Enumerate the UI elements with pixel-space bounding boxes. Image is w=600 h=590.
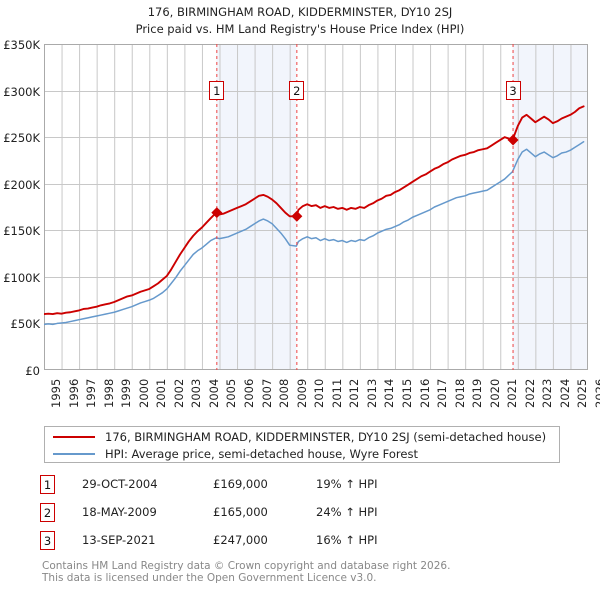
- x-axis-tick-label: 2019: [470, 378, 485, 408]
- x-axis-tick-label: 2006: [242, 378, 257, 408]
- x-axis-tick-label: 2020: [487, 378, 502, 408]
- x-axis-tick-label: 2000: [136, 378, 151, 408]
- x-axis-tick-label: 2010: [312, 378, 327, 408]
- x-axis-tick-label: 2022: [522, 378, 537, 408]
- sale-index-badge: 3: [40, 531, 55, 550]
- sale-price: £247,000: [213, 533, 268, 547]
- sale-index-badge: 1: [40, 475, 55, 494]
- x-axis-tick-label: 2026: [593, 378, 600, 408]
- x-axis-tick-label: 1996: [66, 378, 81, 408]
- x-axis-tick-label: 2011: [329, 378, 344, 408]
- sale-index-badge: 2: [40, 503, 55, 522]
- table-row: 2 18-MAY-2009 £165,000 24% ↑ HPI: [40, 501, 460, 529]
- x-axis-tick-label: 2008: [277, 378, 292, 408]
- x-axis-tick-label: 2001: [154, 378, 169, 408]
- x-axis-tick-label: 2005: [224, 378, 239, 408]
- legend-item-hpi: HPI: Average price, semi-detached house,…: [45, 445, 418, 463]
- x-axis-tick-label: 2017: [435, 378, 450, 408]
- price-history-chart: [44, 44, 588, 370]
- sale-date: 29-OCT-2004: [82, 477, 158, 491]
- sale-price: £169,000: [213, 477, 268, 491]
- page-subtitle: Price paid vs. HM Land Registry's House …: [135, 22, 465, 36]
- x-axis-tick-label: 1995: [49, 378, 63, 408]
- y-axis-tick-label: £300K: [3, 84, 40, 99]
- x-axis-tick-label: 2014: [382, 378, 397, 408]
- x-axis-tick-label: 1997: [84, 378, 99, 408]
- y-axis-tick-label: £200K: [3, 177, 40, 192]
- sale-hpi-delta: 19% ↑ HPI: [316, 477, 378, 491]
- x-axis-tick-label: 1998: [101, 378, 116, 408]
- y-axis-tick-label: £100K: [3, 270, 40, 285]
- sale-date: 13-SEP-2021: [82, 533, 156, 547]
- x-axis-tick-label: 2024: [557, 378, 572, 408]
- footer-line-copyright: Contains HM Land Registry data © Crown c…: [42, 560, 451, 572]
- x-axis-tick-label: 1999: [119, 378, 134, 408]
- x-axis-tick-label: 2018: [452, 378, 467, 408]
- footer-attribution: Contains HM Land Registry data © Crown c…: [42, 560, 582, 584]
- legend-label-property: 176, BIRMINGHAM ROAD, KIDDERMINSTER, DY1…: [105, 430, 547, 444]
- y-axis-tick-label: £350K: [3, 38, 40, 52]
- table-row: 1 29-OCT-2004 £169,000 19% ↑ HPI: [40, 473, 460, 501]
- plot-area: [44, 44, 588, 370]
- x-axis-tick-label: 2004: [206, 378, 221, 408]
- sale-date: 18-MAY-2009: [82, 505, 157, 519]
- x-axis-tick-label: 2007: [259, 378, 274, 408]
- x-axis-tick-label: 2002: [171, 378, 186, 408]
- page-title: 176, BIRMINGHAM ROAD, KIDDERMINSTER, DY1…: [147, 5, 453, 19]
- chart-title-block: 176, BIRMINGHAM ROAD, KIDDERMINSTER, DY1…: [0, 4, 600, 38]
- sale-hpi-delta: 16% ↑ HPI: [316, 533, 378, 547]
- legend-label-hpi: HPI: Average price, semi-detached house,…: [105, 447, 418, 461]
- y-axis-tick-label: £50K: [10, 317, 41, 332]
- x-axis-tick-label: 2023: [540, 378, 555, 408]
- x-axis-tick-label: 2016: [417, 378, 432, 408]
- legend-item-property: 176, BIRMINGHAM ROAD, KIDDERMINSTER, DY1…: [45, 428, 546, 446]
- x-axis-tick-label: 2021: [505, 378, 520, 408]
- x-axis-tick-label: 2012: [347, 378, 362, 408]
- chart-legend: 176, BIRMINGHAM ROAD, KIDDERMINSTER, DY1…: [44, 426, 560, 463]
- y-axis-tick-label: £150K: [3, 224, 40, 239]
- table-row: 3 13-SEP-2021 £247,000 16% ↑ HPI: [40, 529, 460, 557]
- footer-line-licence: This data is licensed under the Open Gov…: [42, 572, 377, 584]
- y-axis-tick-label: £0: [25, 364, 40, 378]
- x-axis-tick-label: 2003: [189, 378, 204, 408]
- sale-price: £165,000: [213, 505, 268, 519]
- x-axis-tick-label: 2025: [575, 378, 590, 408]
- legend-swatch-hpi: [53, 453, 95, 455]
- sale-hpi-delta: 24% ↑ HPI: [316, 505, 378, 519]
- x-axis-tick-label: 2015: [399, 378, 414, 408]
- x-axis-tick-label: 2009: [294, 378, 309, 408]
- legend-swatch-property: [53, 436, 95, 438]
- x-axis-tick-label: 2013: [364, 378, 379, 408]
- sales-table: 1 29-OCT-2004 £169,000 19% ↑ HPI 2 18-MA…: [40, 473, 460, 557]
- y-axis-tick-label: £250K: [3, 131, 40, 146]
